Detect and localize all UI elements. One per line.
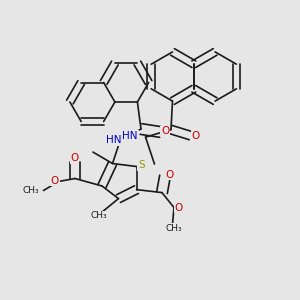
Text: HN: HN [106,135,121,146]
Text: O: O [70,153,79,163]
Text: O: O [165,169,173,180]
Text: CH₃: CH₃ [166,224,182,233]
Text: O: O [51,176,59,186]
Text: CH₃: CH₃ [22,186,39,195]
Text: O: O [161,126,169,136]
Text: S: S [138,160,145,170]
Text: CH₃: CH₃ [91,211,107,220]
Text: HN: HN [122,130,138,141]
Text: O: O [174,202,182,213]
Text: O: O [192,130,200,141]
